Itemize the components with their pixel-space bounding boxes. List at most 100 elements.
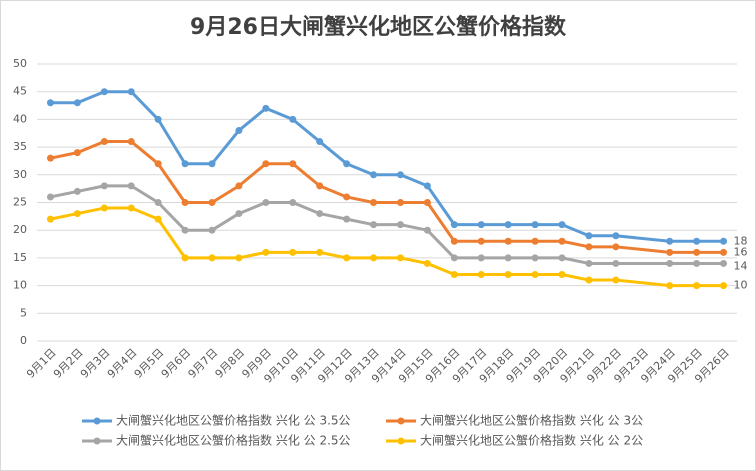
data-point [127,204,135,212]
data-point [693,282,701,290]
data-point [504,271,512,279]
data-point [235,254,243,262]
data-point [343,193,351,201]
data-point [370,199,378,206]
data-point [396,254,404,262]
data-point [585,243,593,251]
data-point [531,254,539,262]
data-point [262,199,270,206]
data-point [558,221,566,229]
y-tick-label: 10 [13,279,27,292]
data-point [208,226,216,234]
data-point [316,182,324,190]
data-point [154,160,162,168]
data-point [370,171,378,179]
data-point [289,115,297,123]
y-tick-label: 20 [13,223,27,236]
data-point [396,199,404,206]
data-point [477,221,485,229]
legend-label: 大闸蟹兴化地区公蟹价格指数 兴化 公 2公 [420,433,643,448]
data-point [504,221,512,229]
data-point [100,88,108,96]
data-point [558,254,566,262]
data-point [423,182,431,190]
data-point [720,259,728,267]
data-point [289,160,297,168]
y-tick-label: 40 [13,112,27,125]
data-point [585,259,593,267]
data-point [316,248,324,256]
data-point [396,221,404,229]
data-point [612,276,620,284]
data-point [585,276,593,284]
data-point [127,88,135,96]
legend-marker [397,417,405,425]
y-tick-label: 5 [20,306,27,319]
data-point [73,99,81,107]
data-point [450,237,458,245]
y-tick-label: 35 [13,140,27,153]
legend-label: 大闸蟹兴化地区公蟹价格指数 兴化 公 3公 [420,413,643,428]
data-point [235,126,243,134]
data-point [208,199,216,206]
data-point [46,215,54,223]
data-point [235,210,243,218]
data-point [262,104,270,112]
legend-label: 大闸蟹兴化地区公蟹价格指数 兴化 公 2.5公 [116,433,351,448]
data-point [423,259,431,267]
data-point [612,232,620,240]
data-point [127,138,135,146]
data-point [370,254,378,262]
data-point [720,248,728,256]
data-point [154,115,162,123]
data-point [181,199,189,206]
data-point [100,138,108,146]
legend-marker [397,437,405,445]
y-tick-label: 25 [13,196,27,209]
data-point [181,226,189,234]
data-point [504,237,512,245]
data-point [666,248,674,256]
data-point [181,254,189,262]
legend-marker [93,437,101,445]
data-point [666,237,674,245]
data-label: 16 [734,245,748,258]
data-point [316,138,324,146]
data-point [262,248,270,256]
data-point [693,259,701,267]
data-point [585,232,593,240]
data-point [423,199,431,206]
data-point [396,171,404,179]
data-point [720,282,728,290]
y-tick-label: 45 [13,85,27,98]
data-point [666,259,674,267]
data-point [477,271,485,279]
data-point [450,271,458,279]
data-point [208,254,216,262]
data-point [370,221,378,229]
data-label: 10 [734,279,748,292]
data-point [235,182,243,190]
data-point [693,237,701,245]
y-tick-label: 50 [13,57,27,70]
data-point [181,160,189,168]
data-point [73,187,81,195]
data-point [477,254,485,262]
data-point [612,243,620,251]
data-point [46,154,54,162]
data-label: 14 [734,259,748,272]
data-point [208,160,216,168]
data-point [720,237,728,245]
data-point [666,282,674,290]
data-point [73,210,81,218]
data-point [531,237,539,245]
y-tick-label: 30 [13,168,27,181]
data-point [612,259,620,267]
data-label: 18 [734,234,748,247]
y-tick-label: 15 [13,251,27,264]
data-point [531,271,539,279]
data-point [558,271,566,279]
legend-label: 大闸蟹兴化地区公蟹价格指数 兴化 公 3.5公 [116,413,351,428]
